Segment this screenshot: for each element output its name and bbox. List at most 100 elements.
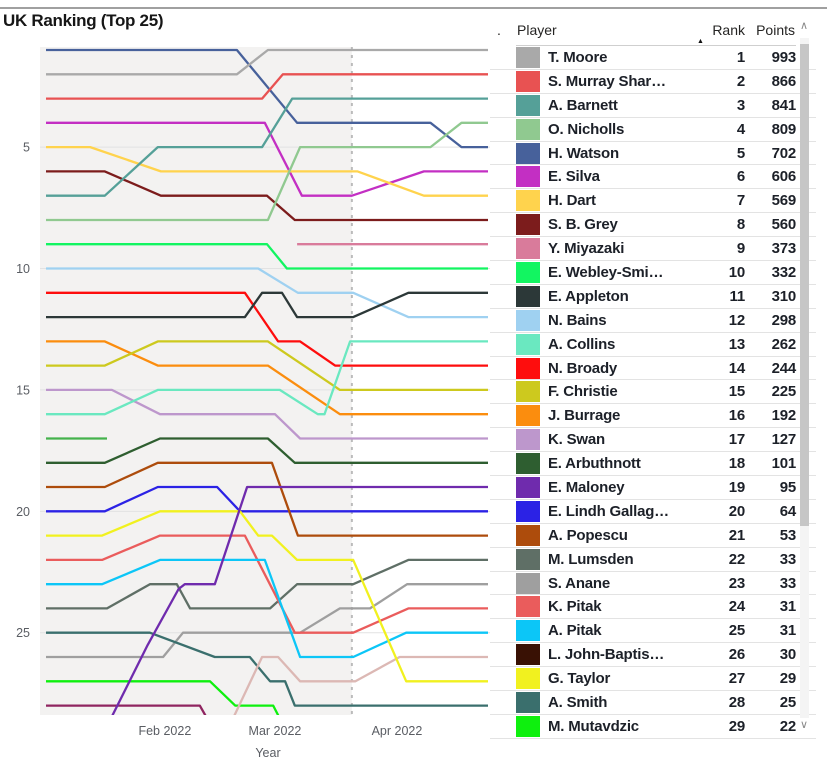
scrollbar-thumb[interactable] <box>800 44 809 526</box>
series-line-s-anane[interactable] <box>46 583 488 659</box>
table-row[interactable]: K. Swan 17 127 <box>490 428 816 453</box>
series-line-k-swan[interactable] <box>46 388 488 440</box>
column-header-points[interactable]: Points <box>756 22 795 38</box>
series-color-swatch <box>516 453 540 475</box>
player-rank: 2 <box>736 72 745 90</box>
series-color-swatch <box>516 309 540 331</box>
series-line-m-mutavdzic[interactable] <box>46 680 293 744</box>
table-row[interactable]: L. John-Baptis… 26 30 <box>490 643 816 668</box>
table-row[interactable]: E. Lindh Gallag… 20 64 <box>490 500 816 524</box>
series-line-e-lindh-gallag-[interactable] <box>46 485 488 513</box>
series-line-e-arbuthnott[interactable] <box>46 437 488 464</box>
series-color-swatch <box>516 548 540 570</box>
series-line-s-b-grey[interactable] <box>46 170 488 222</box>
series-color-swatch <box>516 691 540 713</box>
plot-area-past-region <box>40 47 352 715</box>
series-line-a-collins[interactable] <box>46 340 488 416</box>
table-row[interactable]: E. Appleton 11 310 <box>490 285 816 309</box>
column-header-player[interactable]: Player <box>517 22 557 38</box>
player-rank: 23 <box>728 574 745 592</box>
player-name: O. Nicholls <box>548 120 625 138</box>
player-name: K. Pitak <box>548 598 602 616</box>
table-row[interactable]: A. Barnett 3 841 <box>490 94 816 118</box>
series-line-j-burrage[interactable] <box>46 340 488 416</box>
table-row[interactable]: M. Mutavdzic 29 22 <box>490 715 816 739</box>
player-name: K. Swan <box>548 431 605 449</box>
table-row[interactable]: G. Taylor 27 29 <box>490 667 816 692</box>
series-line-e-silva[interactable] <box>46 121 488 197</box>
column-header-rank[interactable]: Rank <box>712 22 745 38</box>
table-row[interactable]: Y. Miyazaki 9 373 <box>490 237 816 262</box>
table-row[interactable]: H. Dart 7 569 <box>490 189 816 214</box>
series-line-h-watson[interactable] <box>46 48 488 149</box>
series-color-swatch <box>516 214 540 236</box>
table-row[interactable]: E. Webley-Smi… 10 332 <box>490 261 816 285</box>
player-rank: 9 <box>736 240 745 258</box>
series-line-e-appleton[interactable] <box>46 291 488 319</box>
y-axis-tick-label: 10 <box>16 262 30 276</box>
series-line-e-webley-smi-[interactable] <box>46 243 488 270</box>
table-row[interactable]: E. Arbuthnott 18 101 <box>490 452 816 477</box>
series-color-swatch <box>516 238 540 260</box>
series-line-e-maloney[interactable] <box>110 485 488 720</box>
scroll-down-icon[interactable]: ∨ <box>799 719 809 731</box>
series-line-g-taylor[interactable] <box>46 510 488 683</box>
series-line-k-pitak[interactable] <box>46 534 488 634</box>
chart-title: UK Ranking (Top 25) <box>3 11 164 30</box>
table-header: . Player Rank Points ▲ <box>490 19 816 46</box>
table-row[interactable]: E. Silva 6 606 <box>490 165 816 190</box>
player-points: 569 <box>771 192 797 210</box>
scroll-up-icon[interactable]: ∧ <box>799 20 809 32</box>
sort-ascending-icon[interactable]: ▲ <box>697 38 704 45</box>
series-color-swatch <box>516 94 540 116</box>
player-points: 373 <box>771 240 797 258</box>
player-points: 606 <box>771 168 797 186</box>
table-row[interactable]: F. Christie 15 225 <box>490 380 816 405</box>
series-line-n-broady[interactable] <box>46 291 488 367</box>
table-row[interactable]: A. Popescu 21 53 <box>490 524 816 548</box>
player-points: 560 <box>771 216 797 234</box>
table-row[interactable]: T. Moore 1 993 <box>490 46 816 70</box>
series-line-l-john-baptis-[interactable] <box>230 655 488 725</box>
series-line-s-murray-shar-[interactable] <box>46 73 488 100</box>
series-line-o-nicholls[interactable] <box>46 121 488 222</box>
table-row[interactable]: H. Watson 5 702 <box>490 142 816 166</box>
x-axis-tick-label: Feb 2022 <box>138 724 191 738</box>
table-row[interactable]: K. Pitak 24 31 <box>490 595 816 620</box>
series-color-swatch <box>516 46 540 68</box>
table-row[interactable]: A. Pitak 25 31 <box>490 619 816 644</box>
player-rank: 13 <box>728 335 745 353</box>
table-row[interactable]: A. Smith 28 25 <box>490 691 816 715</box>
series-line-a-pitak[interactable] <box>46 558 488 659</box>
table-row[interactable]: E. Maloney 19 95 <box>490 476 816 500</box>
column-header-dot[interactable]: . <box>497 22 501 38</box>
series-line-m-lumsden[interactable] <box>46 558 488 610</box>
player-name: E. Arbuthnott <box>548 455 641 473</box>
table-row[interactable]: M. Lumsden 22 33 <box>490 548 816 572</box>
table-row[interactable]: A. Collins 13 262 <box>490 333 816 357</box>
player-points: 33 <box>779 574 796 592</box>
player-name: N. Broady <box>548 359 618 377</box>
series-line-f-christie[interactable] <box>46 340 488 392</box>
series-line-n-bains[interactable] <box>46 267 488 319</box>
table-row[interactable]: S. Murray Shar… 2 866 <box>490 70 816 94</box>
series-line-t-moore[interactable] <box>46 48 488 76</box>
series-line-h-dart[interactable] <box>46 145 488 197</box>
series-line-a-smith[interactable] <box>46 631 488 707</box>
player-name: M. Mutavdzic <box>548 717 639 735</box>
table-row[interactable]: J. Burrage 16 192 <box>490 404 816 429</box>
player-name: L. John-Baptis… <box>548 646 665 664</box>
table-row[interactable]: O. Nicholls 4 809 <box>490 118 816 142</box>
series-line-unlabeled[interactable] <box>46 704 222 745</box>
player-points: 262 <box>771 335 797 353</box>
table-row[interactable]: S. Anane 23 33 <box>490 572 816 596</box>
table-row[interactable]: N. Broady 14 244 <box>490 357 816 381</box>
series-line-a-barnett[interactable] <box>46 97 488 197</box>
series-line-a-popescu[interactable] <box>46 461 488 537</box>
table-row[interactable]: S. B. Grey 8 560 <box>490 213 816 238</box>
player-name: A. Popescu <box>548 526 628 544</box>
table-row[interactable]: N. Bains 12 298 <box>490 309 816 333</box>
player-points: 298 <box>771 311 797 329</box>
x-axis-tick-label: Apr 2022 <box>372 724 423 738</box>
player-rank: 12 <box>728 311 745 329</box>
